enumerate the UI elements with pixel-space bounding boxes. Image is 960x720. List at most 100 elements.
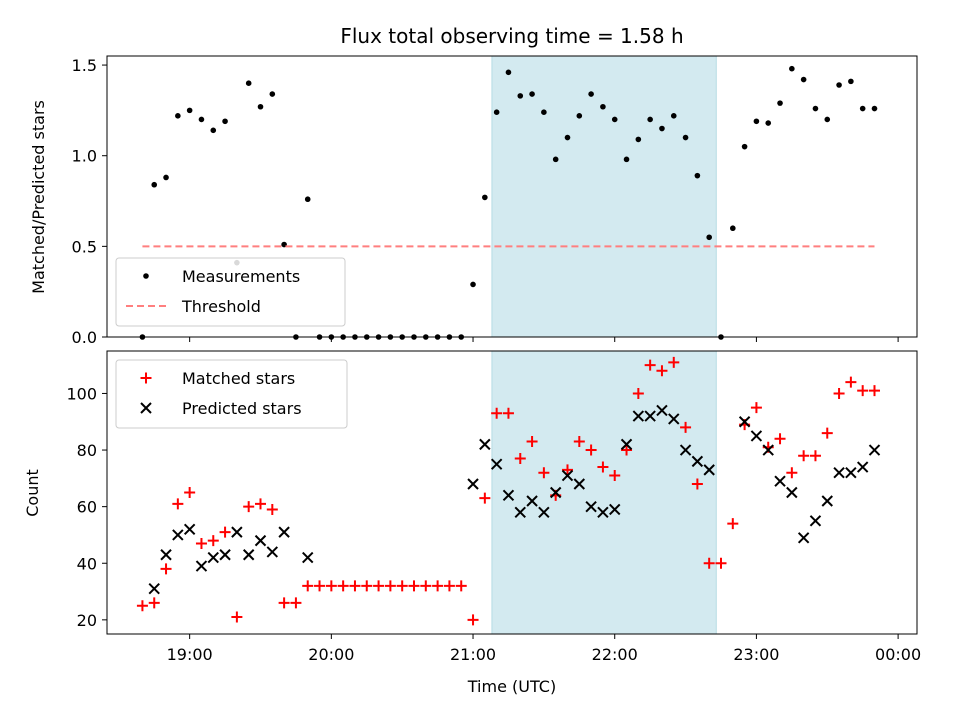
matched-star-point [786,467,798,479]
measurement-point [871,105,878,112]
measurement-point [529,91,535,97]
predicted-star-point [538,506,550,519]
measurement-point [163,174,169,181]
x-tick-label: 19:00 [167,645,213,664]
matched-star-point [609,470,621,482]
predicted-star-point [172,529,184,541]
matched-star-point [148,597,160,609]
x-tick-label: 00:00 [875,645,921,664]
matched-star-point [514,453,526,465]
matched-star-point [857,385,869,397]
measurement-point [859,105,866,112]
legend-label: Predicted stars [182,399,302,418]
predicted-star-point [266,546,279,558]
measurement-point [800,76,807,83]
matched-star-point [691,478,703,490]
observing-window-shade [491,56,717,337]
matched-star-point [845,376,857,388]
measurement-point [517,93,524,99]
measurement-point [812,105,819,112]
measurement-point [482,194,488,201]
measurement-point [824,116,831,123]
measurement-point [694,172,701,179]
predicted-star-point [549,486,562,499]
plot-frame [106,55,918,338]
predicted-star-point [774,475,786,487]
matched-star-point [325,580,337,592]
measurement-point [730,225,736,232]
predicted-star-point [502,489,515,502]
matched-star-point [632,387,644,399]
measurement-point [564,134,571,141]
matched-star-point [219,526,231,538]
x-tick-label: 23:00 [733,645,779,664]
top-panel: 0.0 0.5 1.0 1.5 Measurements Threshold [72,55,918,347]
predicted-star-point [467,478,479,490]
measurement-point [848,78,854,85]
predicted-star-point [833,466,845,479]
measurement-point [635,136,642,143]
legend-label: Matched stars [182,369,295,388]
measurement-point [151,181,158,188]
y-tick-label: 0.5 [72,237,97,256]
measurement-point [576,113,583,119]
matched-star-point [373,580,385,592]
predicted-star-point [573,478,586,490]
matched-star-point [502,407,514,419]
x-tick-label: 22:00 [592,645,638,664]
matched-star-point [585,444,597,456]
measurement-point [765,120,772,126]
matched-star-point [467,614,479,626]
predicted-star-point [856,461,869,473]
predicted-star-point [821,495,833,507]
matched-star-point [597,461,609,473]
matched-star-point [809,450,821,462]
matched-star-point [621,444,633,456]
measurement-point [541,109,547,115]
matched-star-point [302,580,314,592]
y-tick-label: 1.0 [72,147,97,166]
predicted-star-point [219,549,231,561]
measurement-point [670,113,677,119]
predicted-star-point [561,469,574,482]
matched-star-point [573,436,585,448]
predicted-star-point [691,455,704,468]
matched-star-point [254,498,266,510]
bottom-y-axis-label: Count [23,469,42,517]
measurement-point [245,80,252,86]
legend: Measurements Threshold [115,257,346,327]
predicted-star-point [160,549,172,561]
predicted-star-point [845,466,857,479]
measurement-point [600,103,606,110]
measurement-point [741,143,748,150]
matched-star-point [361,580,373,592]
matched-star-point [656,365,668,377]
matched-star-point [526,436,538,448]
matched-star-point [349,580,361,592]
predicted-star-point [738,416,751,428]
measurement-point [777,100,783,106]
predicted-star-point [302,551,314,564]
legend-label: Threshold [181,297,261,316]
matched-star-point [266,503,278,515]
measurement-point [682,134,689,141]
matched-star-point [715,557,727,569]
measurement-point [647,116,653,123]
measurement-point [836,82,842,88]
predicted-star-point [656,404,668,417]
legend-box [115,359,348,429]
top-y-axis-label: Matched/Predicted stars [29,100,48,294]
predicted-star-point [703,464,715,476]
predicted-star-point [597,506,609,519]
matched-star-point [278,597,290,609]
predicted-star-point [514,506,526,519]
x-axis-label: Time (UTC) [467,677,556,696]
bottom-panel: 19:00 20:00 21:00 22:00 23:00 00:00 20 40 60 80 10… [66,350,921,664]
matched-star-point [443,580,455,592]
legend-label: Measurements [182,267,300,286]
matched-star-point [821,427,833,439]
measurement-point [175,113,181,119]
measurement-point [304,196,311,203]
predicted-star-point [809,515,822,527]
matched-star-point [420,580,432,592]
